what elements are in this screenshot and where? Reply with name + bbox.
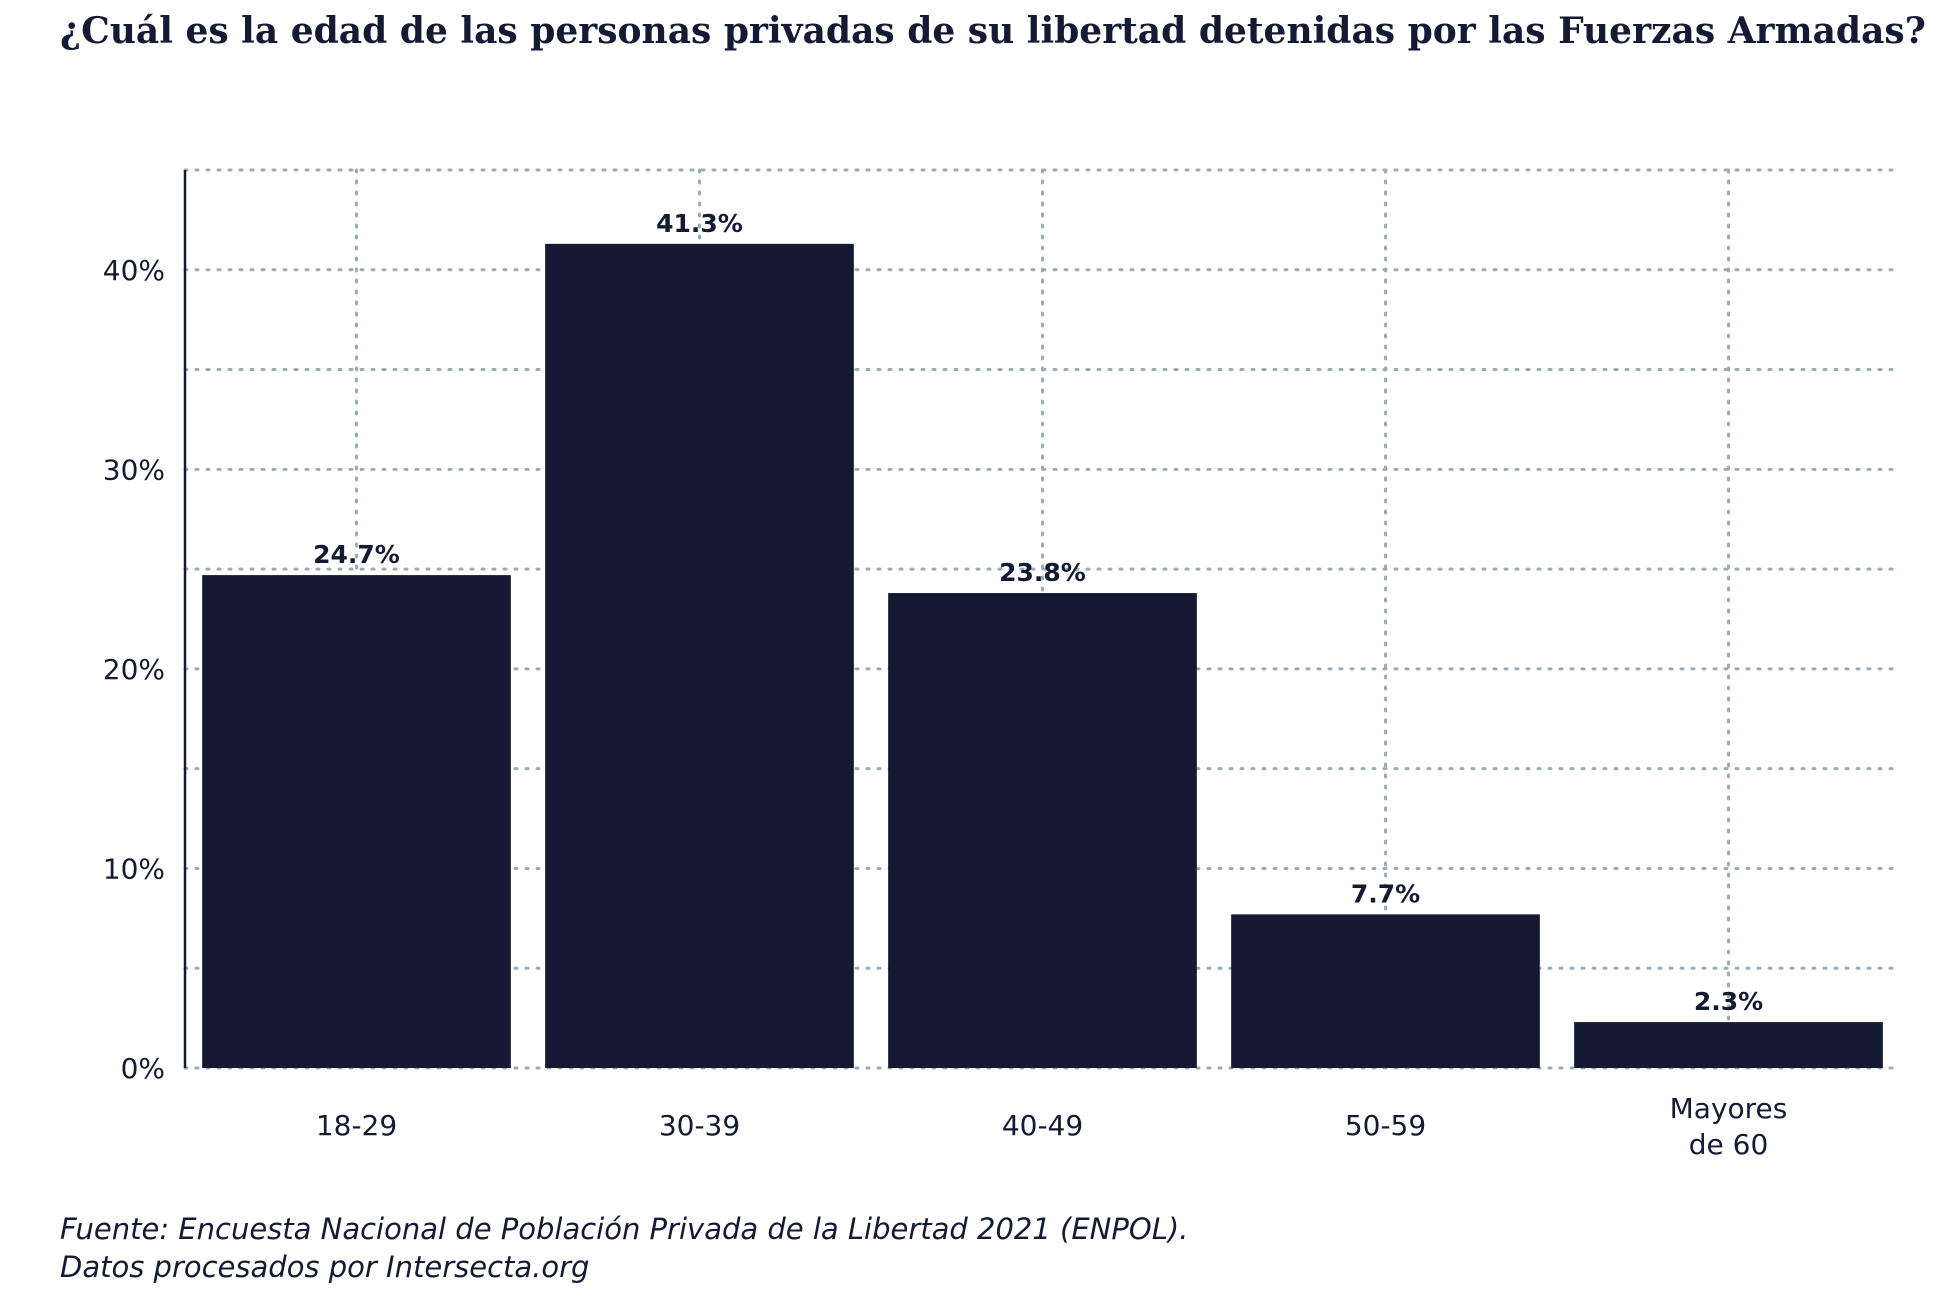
x-tick-label-line: 30-39	[659, 1109, 740, 1142]
y-axis-ticks: 0% 10% 20% 30% 40%	[103, 254, 165, 1085]
value-label: 7.7%	[1351, 879, 1420, 908]
value-labels: 24.7% 41.3% 23.8% 7.7% 2.3%	[313, 209, 1763, 1016]
value-label: 24.7%	[313, 540, 400, 569]
bar	[202, 575, 511, 1068]
value-label: 41.3%	[656, 209, 743, 238]
x-tick-label-line: 50-59	[1345, 1109, 1426, 1142]
bar	[1574, 1022, 1883, 1068]
x-tick-label: 18-29	[316, 1109, 397, 1142]
y-tick-label: 30%	[103, 453, 165, 486]
x-tick-label-line: 18-29	[316, 1109, 397, 1142]
x-tick-label: 50-59	[1345, 1109, 1426, 1142]
x-tick-label-line: de 60	[1689, 1128, 1769, 1161]
bar	[1231, 914, 1540, 1068]
value-label: 2.3%	[1694, 987, 1763, 1016]
source-line-2: Datos procesados por Intersecta.org	[60, 1250, 590, 1284]
y-tick-label: 10%	[103, 852, 165, 885]
x-tick-label-line: Mayores	[1670, 1092, 1788, 1125]
source-line-1: Fuente: Encuesta Nacional de Población P…	[60, 1212, 1189, 1246]
x-tick-label: 30-39	[659, 1109, 740, 1142]
x-axis-ticks: 18-29 30-39 40-49 50-59 Mayores de 60	[316, 1092, 1788, 1161]
x-tick-label: 40-49	[1002, 1109, 1083, 1142]
chart-title: ¿Cuál es la edad de las personas privada…	[60, 10, 1926, 52]
bars	[202, 243, 1883, 1068]
x-tick-label-line: 40-49	[1002, 1109, 1083, 1142]
value-label: 23.8%	[999, 558, 1086, 587]
x-tick-label: Mayores de 60	[1670, 1092, 1788, 1161]
y-tick-label: 40%	[103, 254, 165, 287]
y-tick-label: 20%	[103, 653, 165, 686]
source-note: Fuente: Encuesta Nacional de Población P…	[60, 1210, 1188, 1286]
y-tick-label: 0%	[121, 1052, 165, 1085]
bar	[888, 593, 1197, 1068]
bar	[545, 243, 854, 1068]
